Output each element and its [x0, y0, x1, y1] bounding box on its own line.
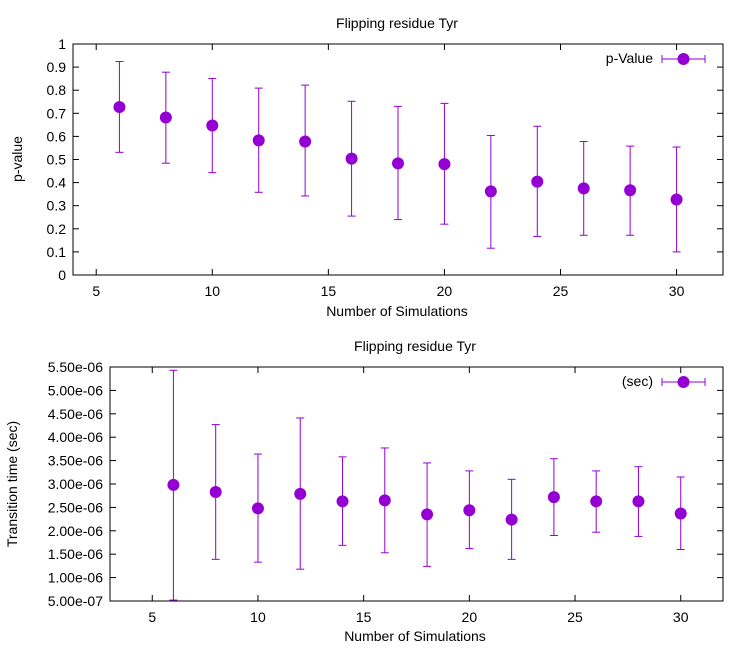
y-tick-label: 2.50e-06 — [48, 499, 103, 515]
data-point — [345, 152, 358, 165]
x-tick-label: 25 — [553, 283, 569, 299]
y-tick-label: 0.8 — [47, 82, 67, 98]
data-point — [577, 182, 590, 195]
y-tick-label: 5.00e-06 — [48, 382, 103, 398]
data-point — [463, 504, 476, 517]
data-point — [484, 185, 497, 198]
x-tick-label: 10 — [250, 609, 266, 625]
y-tick-label: 0.6 — [47, 128, 67, 144]
x-tick-label: 25 — [567, 609, 583, 625]
data-point — [421, 508, 434, 521]
x-tick-label: 5 — [92, 283, 100, 299]
data-point — [531, 175, 544, 188]
y-axis-label: p-value — [9, 136, 25, 182]
x-tick-label: 30 — [673, 609, 689, 625]
x-tick-label: 20 — [462, 609, 478, 625]
data-point — [336, 495, 349, 508]
transition-time-chart: Flipping residue Tyr Number of Simulatio… — [4, 338, 724, 644]
data-point — [159, 111, 172, 124]
data-point — [251, 502, 264, 515]
data-point — [252, 134, 265, 147]
legend-label: p-Value — [606, 50, 653, 66]
y-tick-label: 0.1 — [47, 244, 67, 260]
plot-frame — [109, 366, 724, 602]
x-tick-label: 15 — [321, 283, 337, 299]
y-tick-label: 2.00e-06 — [48, 523, 103, 539]
y-axis-label: Transition time (sec) — [4, 421, 20, 547]
data-point — [547, 491, 560, 504]
chart-title: Flipping residue Tyr — [354, 338, 476, 354]
y-tick-label: 5.00e-07 — [48, 593, 103, 609]
data-point — [624, 184, 637, 197]
data-point — [674, 507, 687, 520]
y-tick-label: 1.00e-06 — [48, 570, 103, 586]
data-point — [209, 485, 222, 498]
data-point — [167, 478, 180, 491]
data-point — [438, 158, 451, 171]
legend-marker — [677, 53, 690, 65]
legend: p-Value — [606, 50, 706, 66]
x-tick-label: 10 — [204, 283, 220, 299]
y-tick-label: 3.00e-06 — [48, 476, 103, 492]
legend: (sec) — [622, 373, 706, 389]
chart-title: Flipping residue Tyr — [336, 15, 458, 31]
y-tick-label: 0.2 — [47, 221, 67, 237]
x-tick-label: 20 — [437, 283, 453, 299]
data-point — [590, 495, 603, 508]
data-point — [113, 101, 126, 114]
legend-label: (sec) — [622, 373, 653, 389]
data-point — [670, 193, 683, 206]
data-point — [505, 513, 518, 526]
y-tick-label: 1.50e-06 — [48, 546, 103, 562]
y-tick-label: 1 — [58, 36, 66, 52]
x-tick-label: 5 — [148, 609, 156, 625]
y-tick-label: 4.50e-06 — [48, 406, 103, 422]
pvalue-chart: Flipping residue Tyr Number of Simulatio… — [9, 15, 724, 319]
y-tick-label: 0 — [58, 267, 66, 283]
ticks: 5 10 15 20 25 30 5.00e-07 1.00e-06 1.50e-06 2.00e… — [48, 359, 723, 625]
data-marks — [167, 369, 687, 601]
data-point — [294, 487, 307, 500]
y-tick-label: 0.5 — [47, 152, 67, 168]
y-tick-label: 0.4 — [47, 175, 67, 191]
y-tick-label: 3.50e-06 — [48, 453, 103, 469]
data-point — [378, 494, 391, 507]
data-point — [632, 495, 645, 508]
x-axis-label: Number of Simulations — [344, 628, 486, 644]
data-point — [206, 119, 219, 132]
x-axis-label: Number of Simulations — [326, 303, 468, 319]
legend-marker — [677, 376, 690, 388]
x-tick-label: 30 — [669, 283, 685, 299]
y-tick-label: 4.00e-06 — [48, 429, 103, 445]
y-tick-label: 0.9 — [47, 59, 67, 75]
data-point — [392, 157, 404, 170]
y-tick-label: 0.7 — [47, 105, 67, 121]
ticks: 5 10 15 20 25 30 0 0.1 0.2 0.3 0.4 0.5 0.6 0.7 0.8 0.9 1 — [47, 36, 723, 299]
y-tick-label: 5.50e-06 — [48, 359, 103, 375]
data-point — [299, 135, 312, 148]
y-tick-label: 0.3 — [47, 198, 67, 214]
x-tick-label: 15 — [356, 609, 372, 625]
data-marks — [113, 61, 683, 253]
